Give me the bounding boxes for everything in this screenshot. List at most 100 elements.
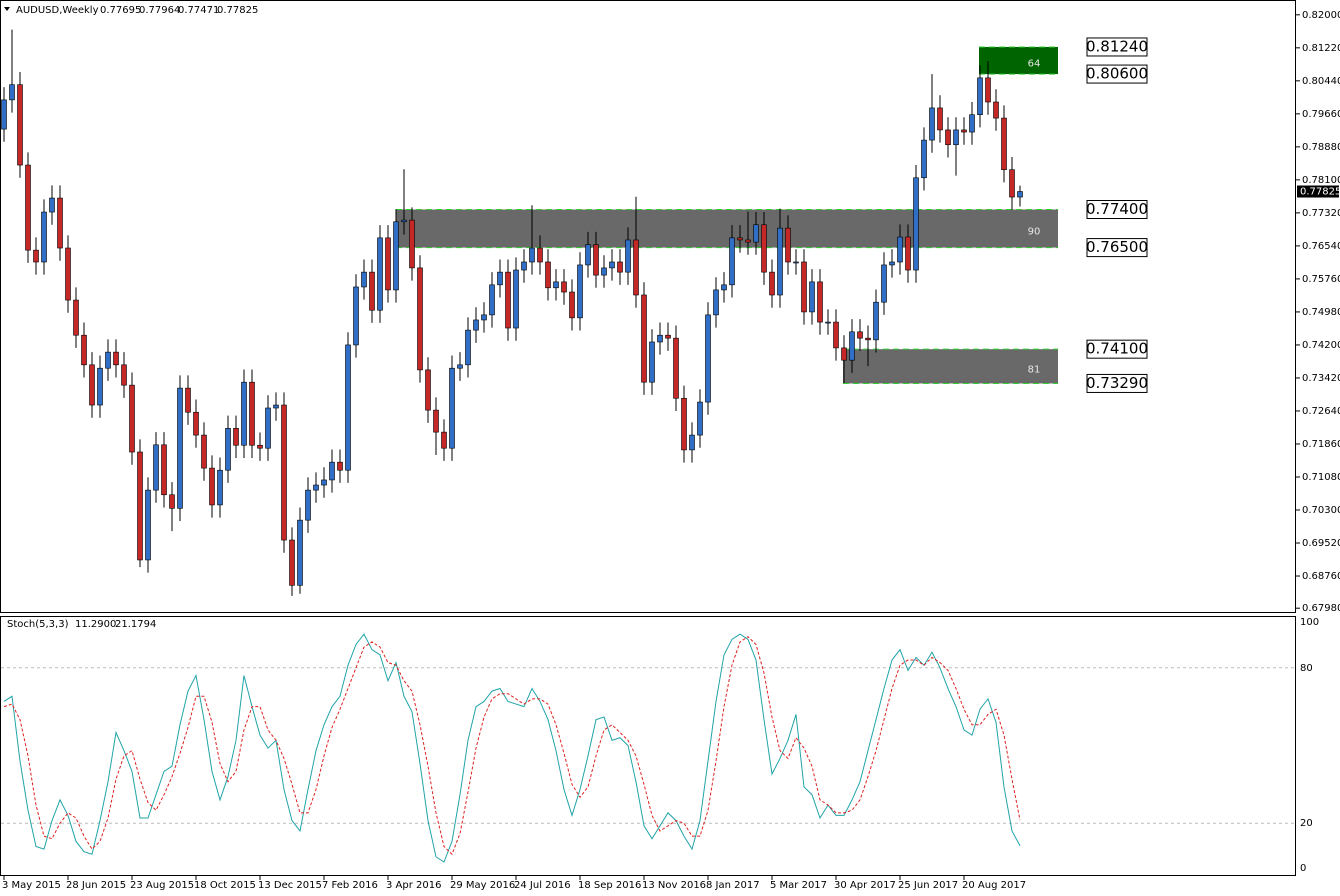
candle-body bbox=[521, 261, 527, 271]
candle-body bbox=[25, 164, 31, 251]
price-level-box bbox=[1086, 238, 1148, 258]
x-tick-label: 7 Feb 2016 bbox=[322, 880, 378, 891]
candle-body bbox=[249, 381, 255, 446]
candle-body bbox=[697, 401, 703, 436]
candle-body bbox=[441, 431, 447, 449]
candle-body bbox=[705, 314, 711, 403]
y-tick-label: 0.71080 bbox=[1302, 472, 1340, 483]
indicator-tick-label: 0 bbox=[1300, 863, 1306, 874]
y-tick-label: 0.78100 bbox=[1302, 175, 1340, 186]
price-level-box bbox=[1086, 200, 1148, 220]
x-tick-label: 5 Mar 2017 bbox=[770, 880, 827, 891]
candle-body bbox=[409, 219, 415, 269]
candle-body bbox=[937, 107, 943, 131]
candle-body bbox=[713, 289, 719, 316]
y-tick-label: 0.74980 bbox=[1302, 307, 1340, 318]
x-tick-label: 3 Apr 2016 bbox=[386, 880, 441, 891]
candle-body bbox=[185, 387, 191, 413]
candle-body bbox=[417, 267, 423, 371]
price-level-label: 0.73290 bbox=[1086, 374, 1148, 392]
header-open: 0.77695 bbox=[100, 5, 141, 16]
candle-body bbox=[401, 219, 407, 223]
y-tick-label: 0.69520 bbox=[1302, 538, 1340, 549]
indicator-frame bbox=[0, 616, 1296, 876]
y-tick-label: 0.75760 bbox=[1302, 274, 1340, 285]
candle-body bbox=[729, 237, 735, 286]
x-tick-label: 29 May 2016 bbox=[450, 880, 515, 891]
candle-body bbox=[977, 77, 983, 115]
candle-body bbox=[241, 381, 247, 446]
candle-body bbox=[793, 261, 799, 264]
candle-body bbox=[201, 434, 207, 469]
candle-body bbox=[553, 281, 559, 289]
x-tick-label: 13 Dec 2015 bbox=[258, 880, 322, 891]
candle-body bbox=[425, 369, 431, 411]
x-tick-label: 28 Jun 2015 bbox=[66, 880, 126, 891]
candle-body bbox=[169, 494, 175, 509]
candle-body bbox=[993, 101, 999, 119]
candle-body bbox=[889, 261, 895, 266]
x-tick-label: 8 Jan 2017 bbox=[706, 880, 760, 891]
candle-body bbox=[777, 227, 783, 296]
y-tick-label: 0.80440 bbox=[1302, 76, 1340, 87]
zone bbox=[396, 209, 1058, 248]
header-high: 0.77964 bbox=[139, 5, 180, 16]
x-tick-label: 23 Aug 2015 bbox=[130, 880, 194, 891]
candle-body bbox=[537, 247, 543, 263]
indicator-k-value: 11.2900 bbox=[75, 619, 116, 630]
candle-body bbox=[689, 434, 695, 451]
y-tick-label: 0.81220 bbox=[1302, 43, 1340, 54]
price-level-box bbox=[1086, 373, 1148, 393]
candle-body bbox=[657, 334, 663, 343]
candle-body bbox=[873, 301, 879, 341]
x-tick-label: 25 Jun 2017 bbox=[898, 880, 958, 891]
stoch-main-line bbox=[3, 633, 1021, 863]
candle-body bbox=[209, 467, 215, 506]
chart-title: AUDUSD,Weekly bbox=[16, 5, 99, 16]
candle-body bbox=[577, 264, 583, 319]
candle-body bbox=[41, 211, 47, 263]
candle-body bbox=[753, 224, 759, 243]
candle-body bbox=[985, 77, 991, 103]
candle-body bbox=[153, 444, 159, 491]
candle-body bbox=[297, 519, 303, 586]
y-tick-label: 0.82000 bbox=[1302, 10, 1340, 21]
y-tick-label: 0.78880 bbox=[1302, 142, 1340, 153]
candle-body bbox=[73, 299, 79, 336]
zone-label: 90 bbox=[1028, 227, 1041, 238]
candle-body bbox=[593, 244, 599, 276]
candle-body bbox=[161, 444, 167, 496]
candle-body bbox=[801, 261, 807, 313]
zone bbox=[843, 349, 1058, 384]
y-tick-label: 0.73420 bbox=[1302, 373, 1340, 384]
candle-body bbox=[769, 271, 775, 296]
indicator-tick-label: 80 bbox=[1300, 663, 1313, 674]
candle-body bbox=[489, 284, 495, 316]
candle-body bbox=[353, 286, 359, 346]
x-tick-label: 20 Aug 2017 bbox=[962, 880, 1026, 891]
candle-body bbox=[233, 428, 239, 446]
candle-body bbox=[65, 247, 71, 301]
candle-body bbox=[433, 409, 439, 433]
candle-body bbox=[265, 407, 271, 449]
indicator-title: Stoch(5,3,3) bbox=[7, 619, 69, 630]
candle-body bbox=[9, 84, 15, 101]
candle-body bbox=[225, 428, 231, 471]
candle-body bbox=[865, 337, 871, 341]
candle-body bbox=[33, 249, 39, 263]
candle-body bbox=[289, 539, 295, 586]
candle-body bbox=[497, 271, 503, 286]
candle-body bbox=[617, 261, 623, 273]
menu-arrow[interactable] bbox=[4, 7, 10, 11]
candle-body bbox=[649, 341, 655, 383]
x-tick-label: 13 Nov 2016 bbox=[642, 880, 706, 891]
price-level-box bbox=[1086, 339, 1148, 359]
candle-body bbox=[57, 197, 63, 249]
candle-body bbox=[673, 337, 679, 399]
indicator-tick-label: 20 bbox=[1300, 818, 1313, 829]
candle-body bbox=[913, 177, 919, 271]
candle-body bbox=[881, 264, 887, 303]
candle-body bbox=[273, 404, 279, 409]
candle-body bbox=[257, 444, 263, 449]
candle-body bbox=[177, 387, 183, 509]
